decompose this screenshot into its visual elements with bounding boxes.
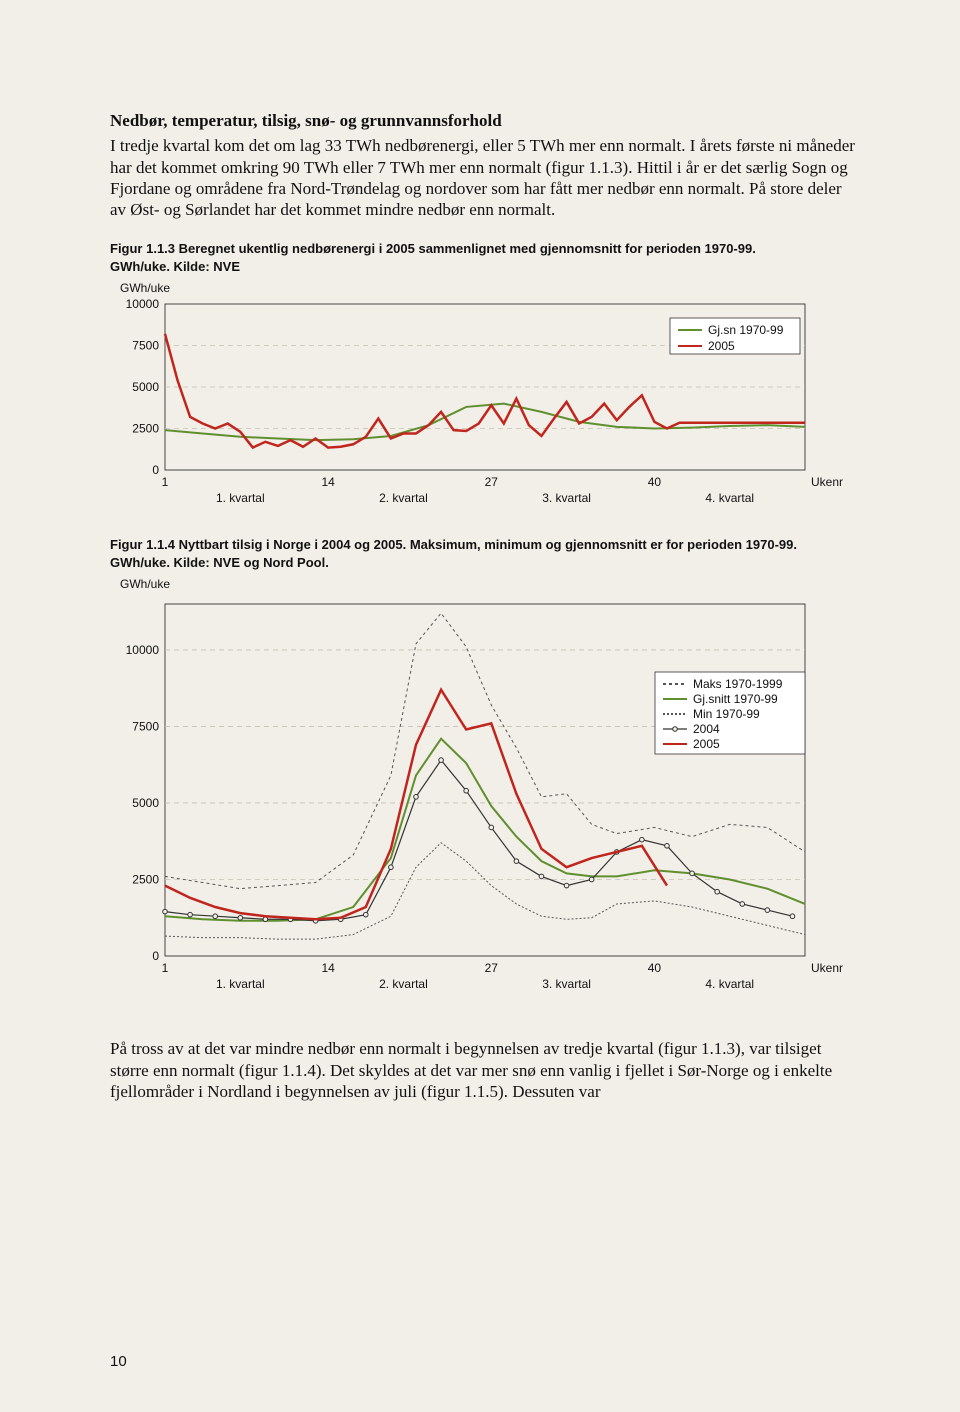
svg-text:7500: 7500 <box>132 339 159 353</box>
svg-text:1: 1 <box>162 961 169 975</box>
svg-text:2005: 2005 <box>708 339 735 353</box>
svg-text:40: 40 <box>648 961 662 975</box>
chart-1-1-3: GWh/uke 0 2500 5000 7500 10000 1 14 27 40 Ukenr 1.… <box>110 281 860 516</box>
figure-1-1-4-caption-a: Figur 1.1.4 Nyttbart tilsig i Norge i 20… <box>110 537 797 552</box>
section-heading: Nedbør, temperatur, tilsig, snø- og grun… <box>110 110 860 131</box>
svg-text:10000: 10000 <box>126 643 160 657</box>
page-number: 10 <box>110 1353 127 1372</box>
svg-text:2004: 2004 <box>693 722 720 736</box>
svg-text:14: 14 <box>321 961 335 975</box>
svg-text:2500: 2500 <box>132 422 159 436</box>
svg-text:Gj.snitt 1970-99: Gj.snitt 1970-99 <box>693 692 778 706</box>
svg-text:Gj.sn 1970-99: Gj.sn 1970-99 <box>708 323 784 337</box>
svg-text:5000: 5000 <box>132 380 159 394</box>
svg-text:10000: 10000 <box>126 297 160 311</box>
intro-paragraph: I tredje kvartal kom det om lag 33 TWh n… <box>110 135 860 220</box>
figure-1-1-3-caption-b: GWh/uke. Kilde: NVE <box>110 259 240 274</box>
chart2-ytitle: GWh/uke <box>120 577 860 592</box>
svg-text:1. kvartal: 1. kvartal <box>216 977 265 991</box>
figure-1-1-4-caption-b: GWh/uke. Kilde: NVE og Nord Pool. <box>110 555 329 570</box>
closing-paragraph: På tross av at det var mindre nedbør enn… <box>110 1038 860 1102</box>
svg-text:27: 27 <box>485 961 499 975</box>
figure-1-1-3-caption-a: Figur 1.1.3 Beregnet ukentlig nedbørener… <box>110 241 756 256</box>
svg-text:3. kvartal: 3. kvartal <box>542 491 591 505</box>
svg-text:27: 27 <box>485 475 499 489</box>
svg-text:2005: 2005 <box>693 737 720 751</box>
svg-text:2500: 2500 <box>132 873 159 887</box>
svg-text:Min 1970-99: Min 1970-99 <box>693 707 760 721</box>
svg-text:4. kvartal: 4. kvartal <box>705 977 754 991</box>
svg-text:Ukenr: Ukenr <box>811 475 843 489</box>
svg-text:0: 0 <box>152 463 159 477</box>
svg-text:2. kvartal: 2. kvartal <box>379 977 428 991</box>
svg-text:2. kvartal: 2. kvartal <box>379 491 428 505</box>
svg-text:4. kvartal: 4. kvartal <box>705 491 754 505</box>
svg-text:1. kvartal: 1. kvartal <box>216 491 265 505</box>
svg-text:1: 1 <box>162 475 169 489</box>
svg-text:0: 0 <box>152 949 159 963</box>
svg-text:5000: 5000 <box>132 796 159 810</box>
svg-text:Maks 1970-1999: Maks 1970-1999 <box>693 677 783 691</box>
svg-text:7500: 7500 <box>132 720 159 734</box>
svg-text:Ukenr: Ukenr <box>811 961 843 975</box>
chart-1-1-4: GWh/uke 0 2500 5000 7500 10000 1 14 27 40 Ukenr 1.… <box>110 577 860 1002</box>
svg-text:14: 14 <box>321 475 335 489</box>
svg-text:3. kvartal: 3. kvartal <box>542 977 591 991</box>
svg-text:40: 40 <box>648 475 662 489</box>
chart1-ytitle: GWh/uke <box>120 281 860 296</box>
